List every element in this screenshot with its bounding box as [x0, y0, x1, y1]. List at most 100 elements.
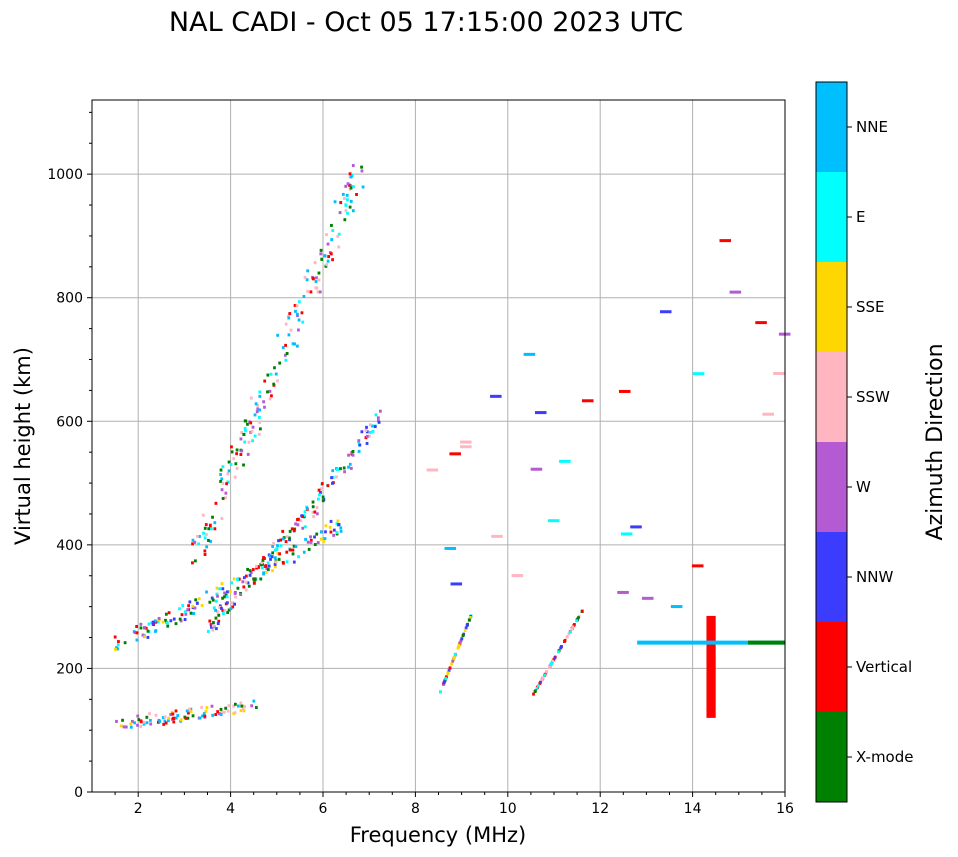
echo-point [270, 555, 274, 559]
echo-point [219, 479, 223, 483]
echo-point [239, 701, 243, 705]
echo-point [151, 620, 155, 624]
echo-point [136, 714, 140, 718]
echo-point [347, 453, 350, 457]
echo-point [335, 530, 339, 534]
echo-point [241, 704, 245, 708]
echo-point [368, 430, 372, 434]
echo-point [232, 457, 236, 461]
echo-point [244, 574, 248, 578]
echo-point [450, 582, 463, 586]
echo-point [460, 445, 472, 449]
echo-point [196, 534, 199, 538]
echo-point [301, 320, 305, 324]
echo-point [534, 689, 537, 693]
echo-point [251, 439, 254, 443]
echo-point [176, 714, 180, 718]
echo-point [461, 633, 465, 637]
echo-point [282, 561, 285, 565]
echo-point [301, 514, 304, 518]
echo-point [371, 429, 375, 433]
echo-point [309, 290, 313, 294]
echo-point [139, 626, 143, 630]
echo-point [323, 254, 327, 258]
echo-point [150, 621, 154, 625]
echo-point [291, 552, 295, 556]
echo-point [288, 538, 291, 542]
echo-point [277, 539, 280, 543]
echo-point [179, 619, 183, 623]
echo-point [313, 543, 317, 547]
echo-point [543, 673, 547, 677]
axes: 2 4 6 8 10 12 14 16 0 200 400 600 800 1000 [47, 111, 794, 817]
echo-point [618, 389, 631, 393]
echo-point [135, 638, 139, 642]
echo-point [445, 675, 448, 679]
echo-point [446, 672, 450, 676]
echo-point [139, 719, 143, 723]
colorbar-frame [815, 81, 848, 803]
echo-point [203, 714, 207, 718]
echo-point [264, 564, 267, 568]
echo-point [577, 616, 580, 620]
echo-point [329, 530, 333, 534]
echo-point [317, 271, 321, 275]
x-tick-label: 8 [411, 801, 420, 817]
echo-point [287, 314, 290, 318]
echo-point [142, 720, 146, 724]
echo-point [207, 527, 211, 531]
echo-point [260, 566, 264, 570]
echo-point [232, 577, 236, 581]
echo-point [444, 546, 457, 550]
echo-point [258, 390, 262, 394]
colorbar-segment [816, 442, 847, 532]
echo-point [268, 389, 272, 393]
echo-point [227, 704, 231, 708]
echo-point [253, 578, 257, 582]
echo-point [331, 481, 334, 485]
echo-point [351, 449, 355, 453]
echo-point [346, 198, 349, 202]
echo-point [331, 469, 335, 473]
echo-point [285, 550, 289, 554]
echo-point [226, 601, 229, 605]
echo-point [641, 596, 654, 600]
echo-point [205, 590, 208, 594]
colorbar-segment [816, 172, 847, 262]
colorbar-segment [816, 622, 847, 712]
echo-point [239, 709, 243, 713]
echo-point [251, 425, 255, 429]
echo-point [278, 552, 282, 556]
echo-point [559, 646, 563, 650]
echo-point [344, 203, 348, 207]
echo-point [339, 526, 343, 530]
echo-point [348, 205, 352, 209]
echo-point [568, 630, 572, 634]
echo-point [189, 709, 193, 713]
echo-point [285, 535, 289, 539]
echo-point [233, 591, 237, 595]
echo-point [540, 679, 543, 683]
echo-point [223, 608, 227, 612]
echo-point [314, 280, 318, 284]
echo-point [539, 680, 542, 684]
echo-point [219, 473, 223, 477]
echo-point [171, 712, 175, 716]
echo-point [292, 528, 296, 532]
echo-point [297, 328, 300, 332]
echo-point [659, 310, 672, 314]
echo-point [257, 432, 261, 436]
echo-point [373, 425, 377, 429]
echo-point [233, 475, 237, 479]
echo-point [222, 612, 225, 616]
echo-point [275, 547, 279, 551]
echo-point [194, 598, 198, 602]
colorbar-segment [816, 532, 847, 622]
echo-point [183, 618, 187, 622]
echo-point [246, 567, 249, 571]
echo-point [263, 379, 267, 383]
echo-point [214, 627, 218, 631]
echo-point [729, 290, 742, 294]
x-tick-label: 14 [684, 801, 702, 817]
echo-point [258, 408, 262, 412]
